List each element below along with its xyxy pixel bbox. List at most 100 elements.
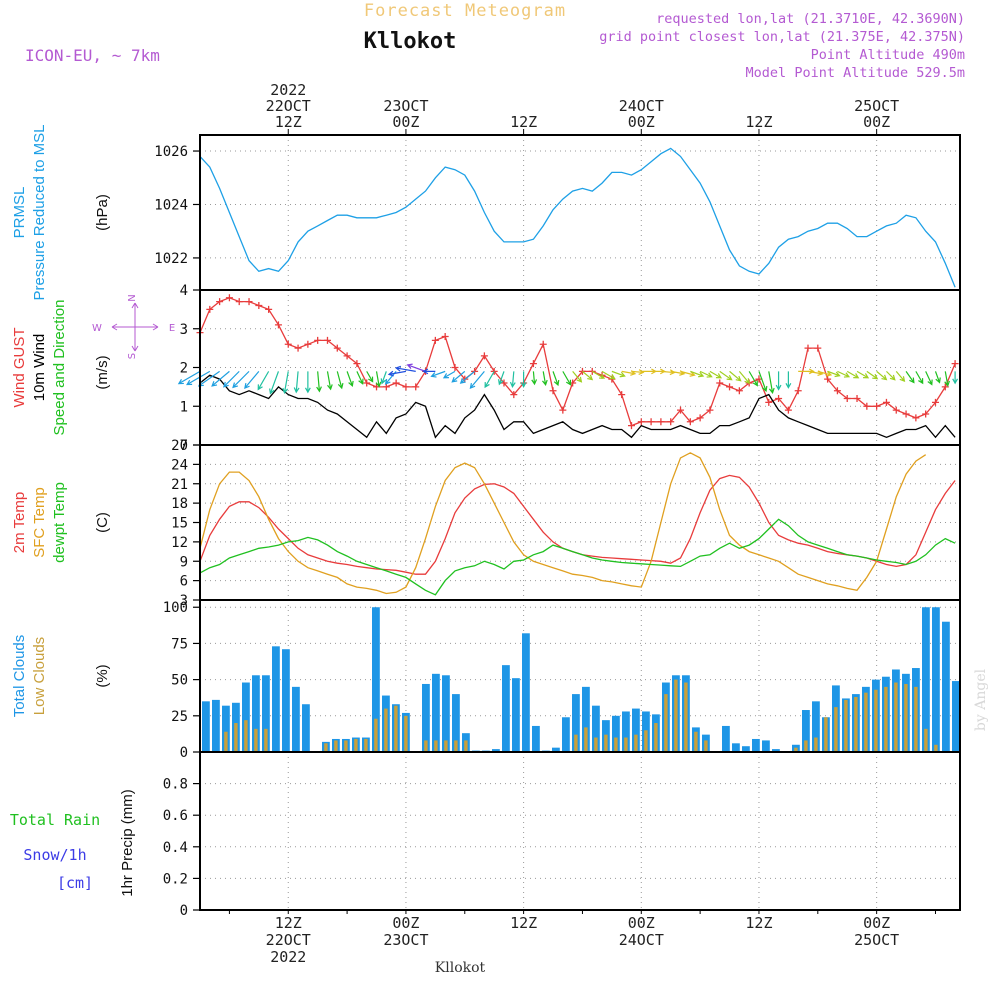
total-cloud-bar	[432, 673, 440, 752]
wind-arrow	[541, 371, 548, 387]
wind-arrow	[768, 371, 775, 394]
low-cloud-bar	[404, 715, 408, 752]
low-cloud-bar	[244, 720, 248, 752]
gust-marker	[500, 379, 508, 387]
wind-arrow	[509, 371, 516, 388]
total-cloud-bar	[212, 699, 220, 752]
gust-marker	[441, 333, 449, 340]
gust-marker	[784, 406, 792, 414]
top-time-label: 2022	[270, 81, 306, 99]
bottom-time-label: 12Z	[745, 914, 772, 932]
low-cloud-bar	[684, 682, 688, 752]
total-cloud-bar	[282, 649, 290, 752]
wind-arrow	[232, 370, 250, 389]
wind-arrow	[552, 371, 560, 387]
wind-arrow	[282, 371, 289, 394]
wind-arrow	[837, 370, 851, 378]
gust-marker	[382, 383, 390, 391]
low-cloud-bar	[664, 694, 668, 752]
y-tick-label: 0.2	[163, 871, 188, 887]
gust-marker	[931, 398, 939, 406]
compass-s: S	[127, 353, 138, 359]
total-cloud-bar	[572, 694, 580, 752]
y-tick-label: 1026	[154, 144, 188, 160]
series-line-gust	[199, 297, 956, 427]
low-cloud-bar	[934, 744, 938, 752]
total-cloud-bar	[262, 675, 270, 752]
y-tick-label: 3	[180, 322, 188, 338]
low-cloud-bar	[894, 682, 898, 752]
panel-label: Snow/1h	[23, 846, 86, 864]
gust-marker	[618, 391, 626, 399]
y-tick-label: 0	[180, 745, 188, 761]
wind-arrow	[293, 371, 300, 394]
gust-marker	[804, 344, 812, 352]
gust-marker	[863, 402, 871, 410]
total-cloud-bar	[612, 715, 620, 752]
gust-marker	[696, 414, 704, 422]
bottom-time-label: 24OCT	[619, 931, 664, 949]
top-time-label: 22OCT	[266, 97, 311, 115]
low-cloud-bar	[594, 737, 598, 752]
wind-arrow	[601, 370, 616, 380]
top-time-label: 12Z	[275, 113, 302, 131]
panel-label: 10m Wind	[31, 334, 48, 402]
location-title: Kllokot	[364, 29, 457, 54]
panel-label: SFC Temp	[31, 487, 48, 558]
wind-arrow	[934, 371, 941, 384]
gust-marker	[726, 383, 734, 391]
y-tick-label: 50	[171, 673, 188, 689]
low-cloud-bar	[864, 692, 868, 752]
gust-marker	[775, 395, 783, 402]
wind-arrow	[886, 370, 896, 381]
wind-arrow	[846, 370, 860, 379]
bottom-time-label: 22OCT	[266, 931, 311, 949]
gust-marker	[235, 298, 243, 306]
wind-arrow	[876, 370, 888, 381]
wind-arrow	[380, 371, 387, 385]
wind-arrow	[572, 370, 583, 383]
gust-marker	[647, 418, 655, 426]
total-cloud-bar	[742, 746, 750, 752]
low-cloud-bar	[584, 727, 588, 752]
y-tick-label: 9	[180, 554, 188, 570]
y-tick-label: 0.4	[163, 840, 188, 856]
compass-n: N	[127, 294, 138, 301]
wind-arrow	[422, 368, 436, 375]
wind-arrow	[197, 370, 220, 387]
total-cloud-bar	[442, 675, 450, 752]
total-cloud-bar	[492, 749, 500, 752]
low-cloud-bar	[374, 718, 378, 752]
low-cloud-bar	[424, 740, 428, 752]
gust-marker	[255, 302, 263, 309]
panel-frame	[199, 751, 961, 911]
total-cloud-bar	[532, 725, 540, 752]
y-tick-label: 24	[171, 457, 188, 473]
top-time-label: 12Z	[745, 113, 772, 131]
wind-arrow	[222, 370, 240, 388]
y-tick-label: 15	[171, 516, 188, 532]
gust-marker	[402, 383, 410, 391]
wind-arrow	[729, 370, 742, 382]
wind-arrow	[748, 371, 758, 387]
low-cloud-bar	[674, 679, 678, 752]
low-cloud-bar	[394, 705, 398, 752]
gust-marker	[431, 336, 439, 344]
top-time-label: 12Z	[510, 113, 537, 131]
series-line-sfc	[199, 452, 927, 595]
wind-arrow	[531, 371, 538, 386]
gust-marker	[206, 305, 214, 313]
y-tick-label: 75	[171, 636, 188, 652]
bottom-time-label: 00Z	[863, 914, 890, 932]
low-cloud-bar	[574, 734, 578, 752]
wind-arrow	[459, 370, 475, 384]
gust-marker	[539, 340, 547, 348]
gust-marker	[353, 360, 361, 368]
total-cloud-bar	[252, 675, 260, 752]
gust-marker	[265, 305, 273, 313]
low-cloud-bar	[804, 740, 808, 752]
total-cloud-bar	[592, 705, 600, 752]
low-cloud-bar	[344, 740, 348, 752]
panel-label: Total Clouds	[11, 635, 28, 718]
wind-arrow	[375, 371, 382, 388]
